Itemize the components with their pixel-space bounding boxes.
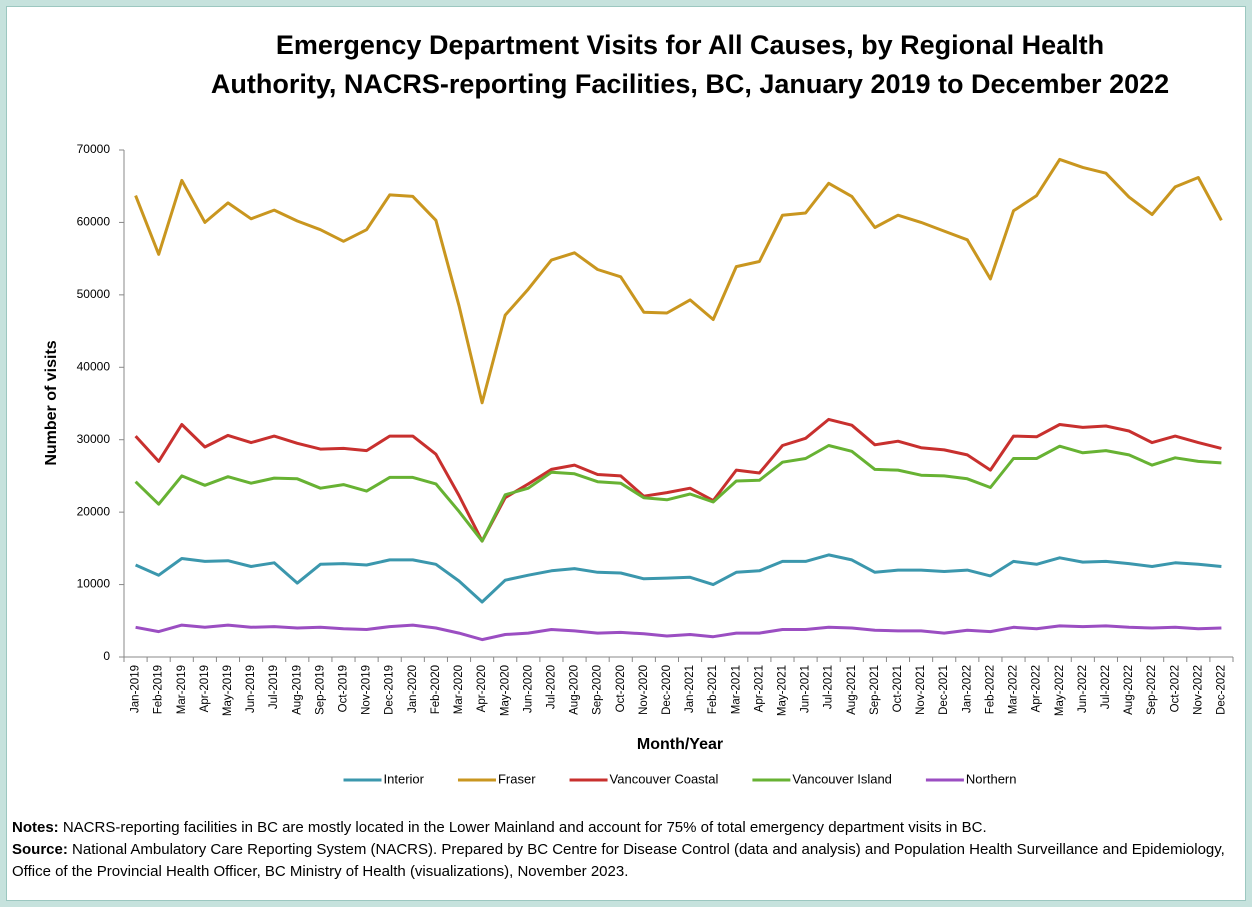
x-tick-label: Jan-2021 [684,665,696,713]
x-tick-label: Jan-2020 [407,665,419,713]
chart: Emergency Department Visits for All Caus… [43,30,1234,786]
note-label: Source: [12,841,68,858]
legend-label: Interior [384,771,425,786]
y-tick-label: 50000 [77,287,111,301]
x-tick-label: Apr-2021 [753,665,765,712]
y-tick-label: 70000 [77,142,111,156]
y-tick-label: 20000 [77,504,111,518]
series-line [134,444,1222,543]
series-line [134,417,1222,543]
x-tick-label: May-2022 [1054,665,1066,716]
note: Notes: NACRS-reporting facilities in BC … [12,817,1240,839]
chart-title: Authority, NACRS-reporting Facilities, B… [211,69,1169,99]
legend-item: Vancouver Coastal [569,771,719,786]
x-tick-label: Oct-2020 [615,665,627,712]
legend-item: Interior [343,771,425,786]
y-axis-label: Number of visits [43,340,60,465]
x-axis-label: Month/Year [637,736,723,753]
x-tick-label: Nov-2021 [915,665,927,715]
x-tick-label: Oct-2021 [892,665,904,712]
x-tick-label: Jul-2022 [1100,665,1112,709]
x-tick-label: Apr-2019 [199,665,211,712]
x-tick-label: Mar-2022 [1008,665,1020,714]
y-tick-label: 10000 [77,577,111,591]
x-tick-label: Aug-2021 [846,665,858,715]
series-line [134,157,1223,405]
x-tick-label: Feb-2020 [430,665,442,714]
x-tick-label: Dec-2019 [384,665,396,715]
x-tick-label: Dec-2020 [661,665,673,715]
chart-title: Emergency Department Visits for All Caus… [276,30,1104,60]
note-text: NACRS-reporting facilities in BC are mos… [62,819,987,836]
series-line [135,623,1222,642]
legend-label: Northern [966,771,1017,786]
x-tick-label: Jun-2020 [522,665,534,713]
x-tick-label: Nov-2019 [361,665,373,715]
legend-label: Vancouver Island [792,771,892,786]
x-tick-label: Jul-2020 [545,665,557,709]
x-tick-label: Jun-2022 [1077,665,1089,713]
x-tick-label: Dec-2021 [938,665,950,715]
x-tick-label: Sep-2020 [592,665,604,715]
legend-item: Northern [925,771,1017,786]
x-tick-label: Nov-2020 [638,665,650,715]
x-tick-label: Mar-2021 [730,665,742,714]
x-tick-label: Mar-2019 [176,665,188,714]
x-tick-label: Jul-2019 [268,665,280,709]
note-text: National Ambulatory Care Reporting Syste… [12,841,1225,880]
x-tick-label: Aug-2019 [291,665,303,715]
x-tick-label: Aug-2020 [569,665,581,715]
x-tick-label: Nov-2022 [1192,665,1204,715]
x-tick-label: May-2019 [222,665,234,716]
x-tick-label: Sep-2022 [1146,665,1158,715]
x-tick-label: Apr-2022 [1031,665,1043,712]
x-tick-label: Dec-2022 [1215,665,1227,715]
legend-item: Vancouver Island [752,771,892,786]
legend-label: Vancouver Coastal [610,771,719,786]
y-tick-label: 40000 [77,359,111,373]
x-tick-label: Jul-2021 [823,665,835,709]
note: Source: National Ambulatory Care Reporti… [12,839,1240,883]
panel [6,6,1246,901]
x-tick-label: Jun-2021 [800,665,812,713]
series-line [134,553,1222,604]
y-tick-label: 30000 [77,432,111,446]
x-tick-label: Jun-2019 [245,665,257,713]
x-tick-label: Feb-2021 [707,665,719,714]
legend-item: Fraser [457,771,536,786]
x-tick-label: Mar-2020 [453,665,465,714]
legend-label: Fraser [498,771,536,786]
x-tick-label: May-2021 [777,665,789,716]
notes: Notes: NACRS-reporting facilities in BC … [12,817,1240,883]
y-tick-label: 0 [103,649,110,663]
x-tick-label: Jan-2022 [961,665,973,713]
x-tick-label: Sep-2019 [314,665,326,715]
note-label: Notes: [12,819,59,836]
x-tick-label: Sep-2021 [869,665,881,715]
x-tick-label: May-2020 [499,665,511,716]
x-tick-label: Oct-2019 [338,665,350,712]
x-tick-label: Oct-2022 [1169,665,1181,712]
x-tick-label: Jan-2019 [130,665,142,713]
x-tick-label: Feb-2019 [153,665,165,714]
y-tick-label: 60000 [77,215,111,229]
x-tick-label: Apr-2020 [476,665,488,712]
x-tick-label: Aug-2022 [1123,665,1135,715]
x-tick-label: Feb-2022 [984,665,996,714]
